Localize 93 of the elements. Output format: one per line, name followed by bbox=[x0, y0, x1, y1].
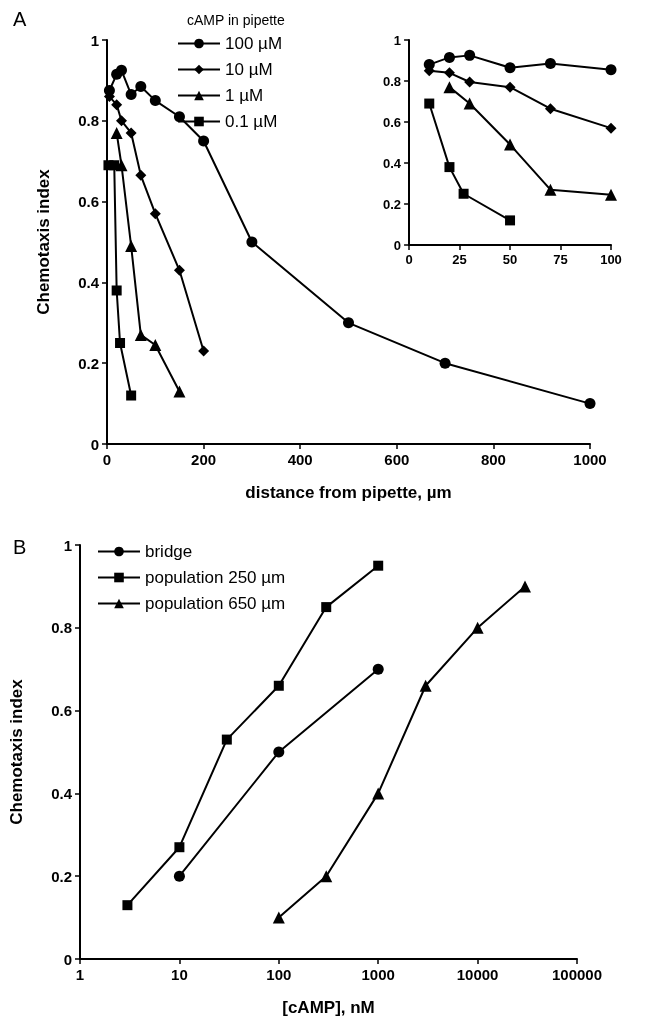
y-tick-label: 0.8 bbox=[51, 619, 72, 637]
point bbox=[504, 81, 516, 93]
y-tick-label: 0.4 bbox=[51, 784, 73, 802]
y-tick-label: 0 bbox=[63, 950, 72, 968]
point bbox=[439, 357, 451, 369]
x-tick-label: 50 bbox=[502, 252, 518, 267]
point bbox=[173, 385, 186, 398]
point bbox=[443, 81, 456, 94]
y-tick-label: 0.4 bbox=[382, 155, 402, 171]
point bbox=[116, 64, 127, 76]
point bbox=[424, 98, 435, 109]
chart-title: B bbox=[13, 536, 27, 558]
x-tick-label: 10 bbox=[171, 966, 188, 983]
point bbox=[115, 115, 127, 127]
legend-label: population 250 µm bbox=[145, 568, 286, 587]
point bbox=[173, 264, 185, 276]
point bbox=[125, 127, 137, 139]
legend-title: cAMP in pipette bbox=[187, 12, 286, 28]
point bbox=[246, 236, 258, 248]
y-tick-label: 0.6 bbox=[51, 702, 72, 720]
x-tick-label: 600 bbox=[384, 451, 410, 468]
point bbox=[115, 338, 126, 348]
x-tick-label: 200 bbox=[191, 451, 217, 468]
y-tick-label: 0.8 bbox=[382, 73, 402, 89]
x-axis-title: distance from pipette, µm bbox=[245, 483, 452, 502]
y-tick-label: 0.2 bbox=[51, 867, 72, 885]
y-axis-title: Chemotaxis index bbox=[34, 168, 53, 315]
point bbox=[135, 169, 147, 181]
y-tick-label: 0.4 bbox=[78, 273, 100, 291]
point bbox=[544, 58, 556, 70]
y-tick-label: 0.8 bbox=[78, 112, 99, 130]
x-tick-label: 0 bbox=[405, 252, 413, 267]
point bbox=[463, 97, 476, 110]
y-tick-label: 0.2 bbox=[382, 196, 402, 212]
point bbox=[173, 111, 185, 123]
legend-label: 10 µM bbox=[225, 60, 273, 79]
point bbox=[198, 135, 210, 147]
x-axis-title: [cAMP], nM bbox=[282, 998, 375, 1017]
point bbox=[605, 122, 617, 134]
x-tick-label: 400 bbox=[287, 451, 313, 468]
point bbox=[464, 49, 476, 61]
y-tick-label: 0.6 bbox=[382, 114, 402, 130]
y-tick-label: 0 bbox=[90, 435, 99, 453]
y-tick-label: 1 bbox=[393, 32, 402, 48]
x-tick-label: 1000 bbox=[573, 451, 607, 468]
point bbox=[198, 345, 210, 357]
point bbox=[126, 390, 137, 401]
point bbox=[149, 339, 162, 352]
y-tick-label: 1 bbox=[90, 31, 99, 49]
legend-label: 100 µM bbox=[225, 34, 283, 53]
x-tick-label: 75 bbox=[553, 252, 568, 267]
point bbox=[443, 67, 455, 79]
x-tick-label: 1000 bbox=[361, 966, 395, 983]
x-tick-label: 10000 bbox=[456, 966, 499, 983]
legend-label: 0.1 µM bbox=[225, 112, 278, 131]
x-tick-label: 100000 bbox=[551, 966, 603, 983]
point bbox=[544, 183, 557, 196]
point bbox=[110, 126, 123, 139]
legend-label: population 650 µm bbox=[145, 594, 286, 613]
chart-title: A bbox=[13, 8, 27, 30]
point bbox=[584, 398, 596, 410]
point bbox=[125, 89, 137, 101]
x-tick-label: 100 bbox=[266, 966, 292, 983]
point bbox=[464, 76, 476, 88]
y-tick-label: 0 bbox=[393, 237, 402, 253]
point bbox=[544, 103, 556, 115]
point bbox=[135, 80, 147, 92]
point bbox=[111, 99, 123, 111]
point bbox=[149, 95, 161, 107]
point bbox=[125, 240, 138, 253]
y-axis-title: Chemotaxis index bbox=[7, 678, 26, 825]
point bbox=[149, 208, 161, 220]
point bbox=[111, 285, 122, 296]
y-tick-label: 1 bbox=[63, 536, 72, 554]
point bbox=[605, 188, 617, 201]
point bbox=[504, 62, 516, 74]
x-tick-label: 800 bbox=[480, 451, 506, 468]
x-tick-label: 0 bbox=[102, 451, 112, 468]
y-tick-label: 0.2 bbox=[78, 354, 99, 372]
point bbox=[109, 160, 120, 171]
x-tick-label: 100 bbox=[600, 252, 622, 267]
point bbox=[458, 188, 469, 199]
x-tick-label: 25 bbox=[452, 252, 467, 267]
legend-label: bridge bbox=[145, 542, 193, 561]
point bbox=[505, 215, 516, 226]
point bbox=[134, 328, 147, 341]
point bbox=[443, 51, 455, 63]
point bbox=[343, 317, 354, 329]
point bbox=[504, 138, 517, 151]
legend-label: 1 µM bbox=[225, 86, 264, 105]
point bbox=[605, 64, 617, 76]
y-tick-label: 0.6 bbox=[78, 193, 99, 211]
point bbox=[444, 162, 455, 173]
